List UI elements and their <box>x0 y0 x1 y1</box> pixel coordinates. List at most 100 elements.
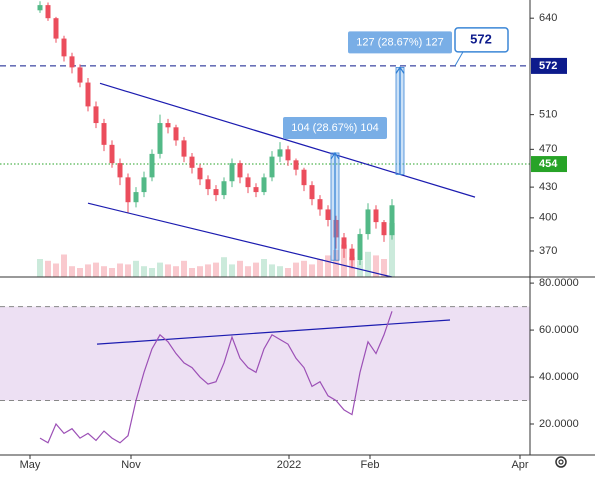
volume-bar <box>197 266 203 277</box>
volume-bar <box>317 259 323 277</box>
candle-body <box>389 205 395 236</box>
candle-body <box>133 192 139 203</box>
candle-body <box>221 181 227 196</box>
candle-body <box>277 149 283 157</box>
callout-box <box>454 27 509 53</box>
candle-body <box>197 167 203 180</box>
candle-body <box>157 123 163 154</box>
measure-label: 104 (28.67%) 104 <box>291 122 378 134</box>
callout-pointer <box>454 51 464 67</box>
y-tick-label: 400 <box>539 212 557 224</box>
candle-body <box>77 67 83 83</box>
volume-bar <box>173 266 179 277</box>
candle-body <box>93 106 99 124</box>
volume-bar <box>157 262 163 277</box>
candle-body <box>293 160 299 170</box>
measure-arrow <box>395 66 405 175</box>
volume-bar <box>133 260 139 277</box>
volume-bar <box>189 268 195 277</box>
trendline <box>96 319 451 345</box>
volume-bar <box>93 262 99 277</box>
candle-body <box>309 185 315 200</box>
price-line-tag <box>531 156 567 173</box>
trendline <box>99 82 476 198</box>
y-tick-label: 640 <box>539 12 557 24</box>
candle-body <box>101 123 107 145</box>
volume-bar <box>365 251 371 277</box>
candle-body <box>69 56 75 68</box>
candle-body <box>229 163 235 182</box>
candle-body <box>173 127 179 141</box>
candle-body <box>261 177 267 193</box>
volume-bar <box>293 262 299 277</box>
volume-bar <box>85 264 91 277</box>
y-tick-label: 20.0000 <box>539 418 579 430</box>
candle-body <box>181 140 187 157</box>
volume-bar <box>285 268 291 277</box>
candle-body <box>149 153 155 178</box>
candle-body <box>237 163 243 178</box>
candle-body <box>341 237 347 249</box>
price-line-tag <box>531 57 567 74</box>
volume-bar <box>45 260 51 277</box>
x-tick-label: Feb <box>361 459 380 471</box>
measure-label-box <box>283 116 387 139</box>
candle-body <box>53 18 59 39</box>
volume-bar <box>205 264 211 277</box>
volume-bar <box>53 263 59 277</box>
indicator-line <box>39 311 393 444</box>
volume-bar <box>61 254 67 277</box>
volume-bar <box>101 266 107 277</box>
price-line-label: 454 <box>539 158 558 170</box>
volume-bar <box>325 255 331 277</box>
candle-body <box>253 187 259 193</box>
volume-bar <box>117 263 123 277</box>
candle-body <box>125 177 131 203</box>
measure-label: 127 (28.67%) 127 <box>356 36 443 48</box>
gear-icon[interactable] <box>555 456 567 468</box>
candle-body <box>381 222 387 236</box>
candle-body <box>317 199 323 210</box>
volume-bar <box>213 262 219 277</box>
candle-body <box>141 177 147 193</box>
candle-body <box>85 82 91 107</box>
y-tick-label: 40.0000 <box>539 371 579 383</box>
volume-bar <box>229 264 235 277</box>
candle-body <box>165 123 171 128</box>
volume-bar <box>381 259 387 277</box>
candle-body <box>61 38 67 57</box>
measure-label-box <box>348 31 452 54</box>
volume-bar <box>69 266 75 277</box>
volume-bar <box>261 259 267 277</box>
volume-bar <box>277 266 283 277</box>
candle-body <box>269 156 275 178</box>
candle-body <box>45 5 51 19</box>
candle-body <box>205 179 211 190</box>
volume-bar <box>245 266 251 277</box>
y-tick-label: 510 <box>539 109 557 121</box>
volume-bar <box>181 260 187 277</box>
candle-body <box>349 248 355 261</box>
candle-body <box>37 5 43 11</box>
volume-bar <box>253 262 259 277</box>
y-tick-label: 470 <box>539 143 557 155</box>
volume-bar <box>221 257 227 277</box>
x-tick-label: 2022 <box>277 459 301 471</box>
candle-body <box>357 234 363 261</box>
x-tick-label: Apr <box>511 459 528 471</box>
indicator-band <box>0 306 530 401</box>
measure-arrow <box>330 151 340 261</box>
volume-bar <box>149 268 155 277</box>
y-tick-label: 60.0000 <box>539 324 579 336</box>
volume-bar <box>269 264 275 277</box>
candle-body <box>109 144 115 164</box>
volume-bar <box>77 268 83 277</box>
x-tick-label: May <box>20 459 41 471</box>
gear-ring <box>555 456 567 468</box>
gear-hub <box>558 459 564 465</box>
volume-bar <box>341 244 347 277</box>
axis-panel <box>530 0 595 455</box>
